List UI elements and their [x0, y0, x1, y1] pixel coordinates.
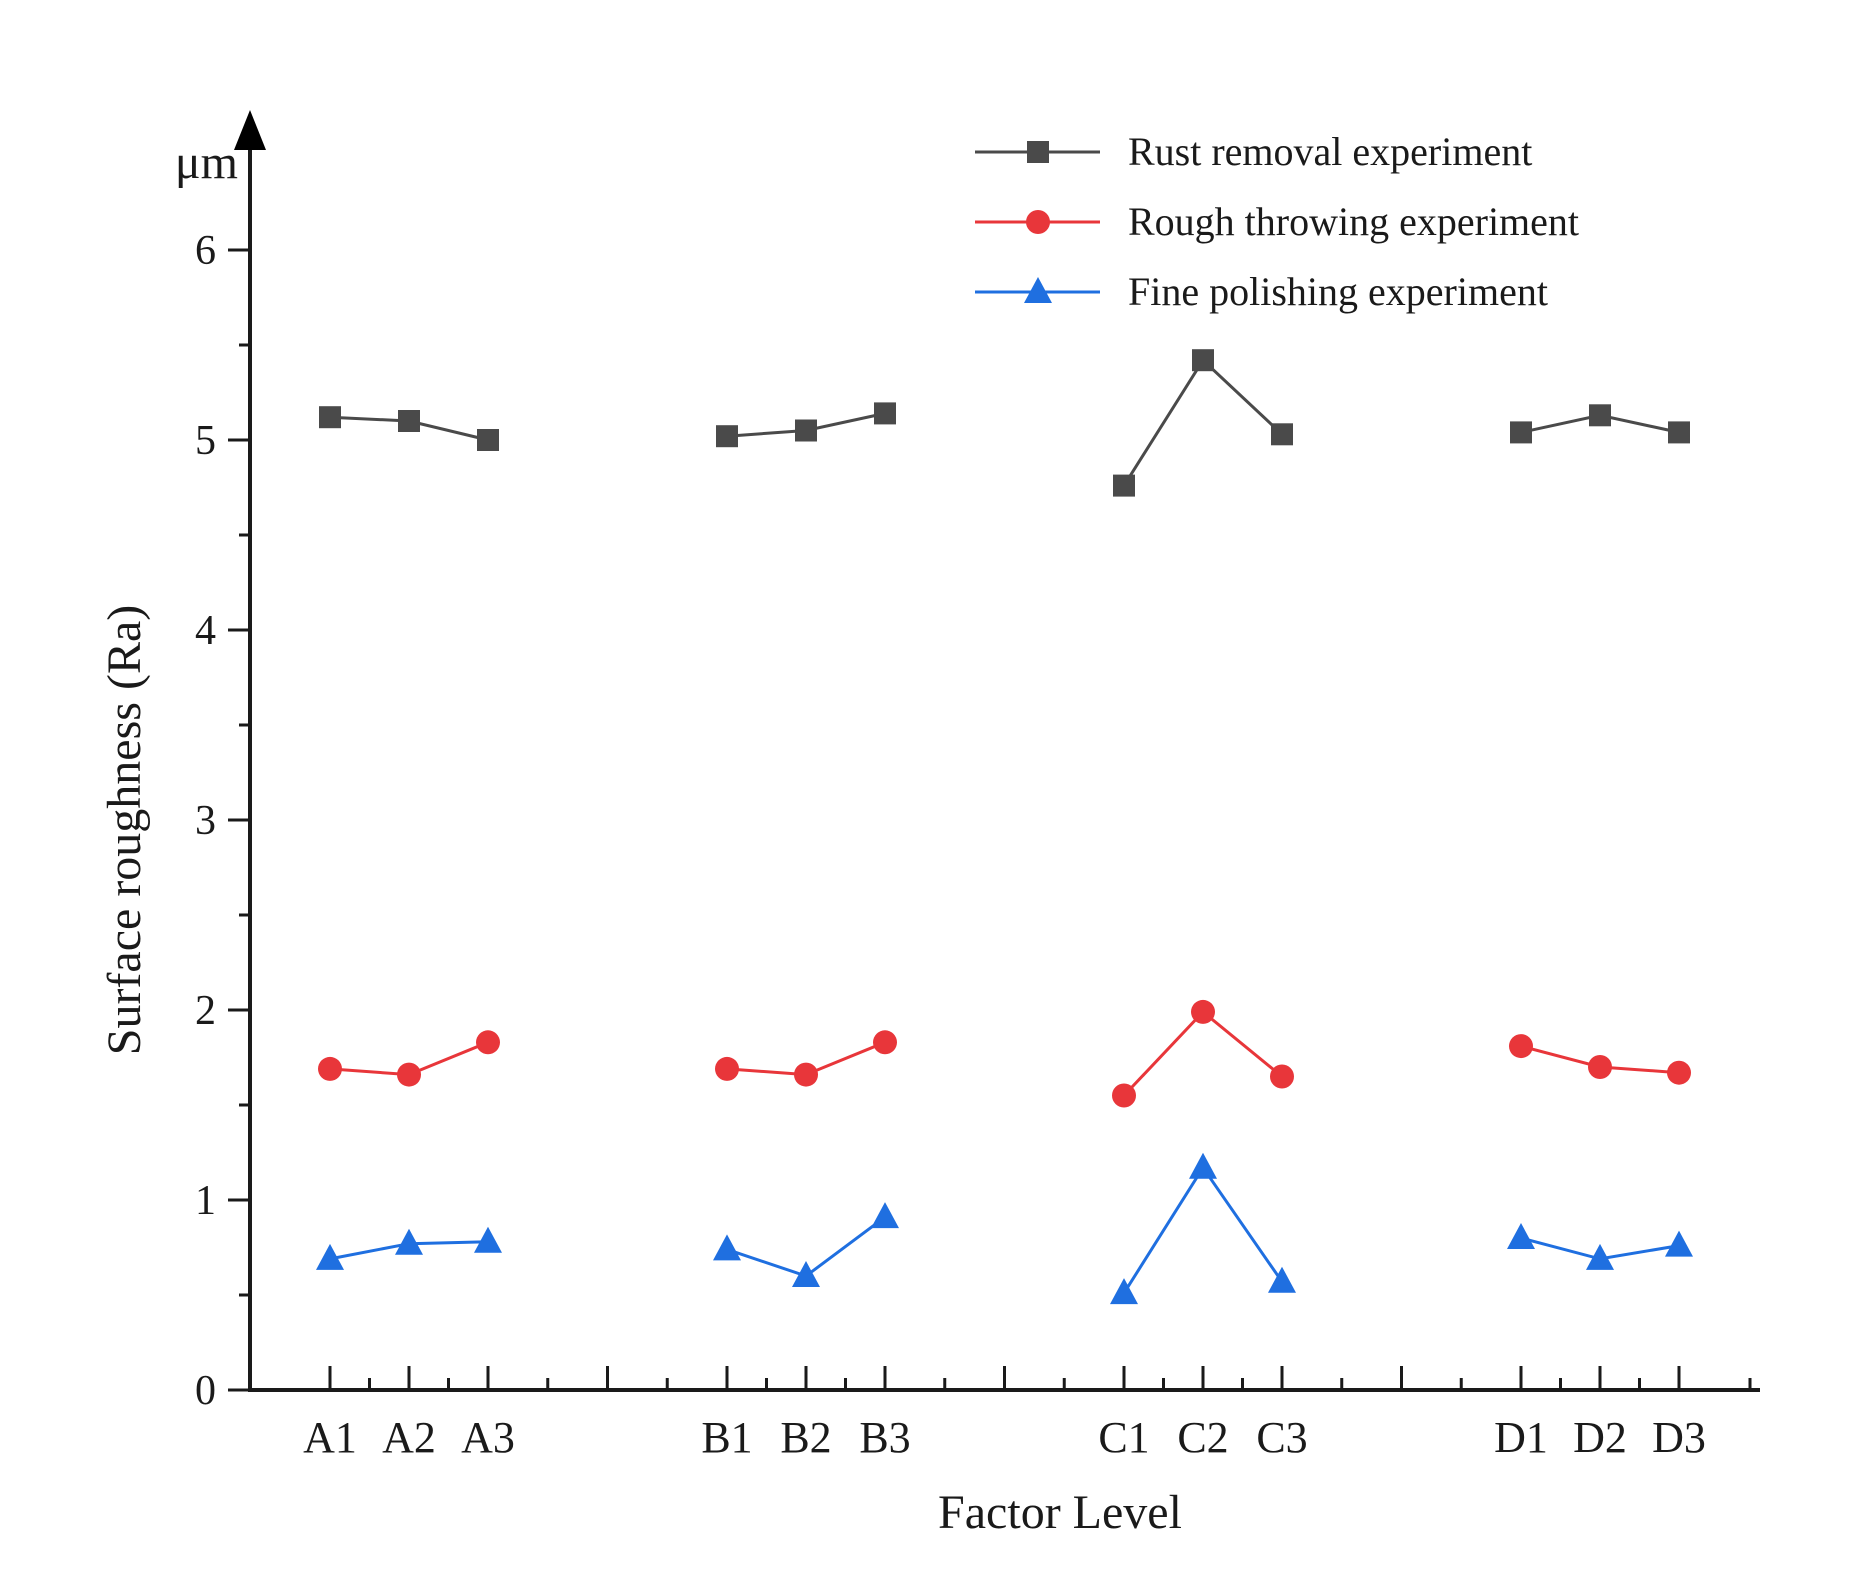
data-point [318, 1056, 342, 1081]
data-point [1271, 423, 1293, 446]
x-category-label: B1 [701, 1413, 752, 1462]
data-point [1589, 404, 1611, 427]
axes: 0 1 2 3 4 5 6 μm Surface roughness (Ra) A1 A2 A3 B1 B… [98, 110, 1760, 1539]
data-point [873, 1030, 897, 1055]
data-point [397, 1062, 421, 1087]
x-category-label: B3 [859, 1413, 910, 1462]
y-axis-title: Surface roughness (Ra) [98, 605, 151, 1056]
series-1 [318, 999, 1691, 1108]
data-point [1588, 1055, 1612, 1079]
data-point [1189, 1152, 1217, 1179]
y-tick-label: 3 [195, 798, 216, 844]
data-point [476, 1030, 500, 1055]
data-point [1113, 474, 1135, 497]
x-axis-title: Factor Level [938, 1486, 1182, 1539]
data-point [398, 410, 420, 432]
data-point [716, 425, 738, 448]
data-point [1586, 1243, 1614, 1270]
data-point [874, 402, 896, 425]
data-point [1667, 1060, 1691, 1085]
legend-marker [1026, 210, 1050, 234]
data-point [1665, 1230, 1693, 1257]
legend-marker [1024, 277, 1052, 303]
data-point [794, 1062, 818, 1087]
x-category-label: A2 [382, 1413, 436, 1462]
data-point [1268, 1266, 1296, 1293]
series-2 [316, 1152, 1693, 1305]
data-point [1112, 1083, 1136, 1108]
legend-label: Fine polishing experiment [1128, 269, 1548, 314]
data-point [395, 1228, 423, 1255]
data-point [1270, 1064, 1294, 1089]
data-point [474, 1226, 502, 1253]
data-point [871, 1202, 899, 1229]
x-category-label: D1 [1494, 1413, 1548, 1462]
y-tick-label: 1 [195, 1178, 216, 1224]
y-tick-label: 4 [195, 608, 216, 654]
legend-label: Rust removal experiment [1128, 129, 1532, 174]
legend: Rust removal experiment Rough throwing ex… [975, 129, 1579, 314]
data-point [715, 1056, 739, 1081]
legend-label: Rough throwing experiment [1128, 199, 1579, 244]
y-axis-arrow [234, 110, 266, 150]
data-point [1191, 999, 1215, 1024]
x-category-label: C1 [1098, 1413, 1149, 1462]
y-tick-label: 0 [195, 1368, 216, 1414]
data-point [792, 1261, 820, 1287]
y-tick-label: 6 [195, 228, 216, 274]
data-point [319, 406, 341, 429]
x-category-label: A1 [303, 1413, 357, 1462]
series-line [1122, 1009, 1283, 1097]
data-point [713, 1234, 741, 1261]
series-layer [316, 349, 1693, 1305]
data-point [316, 1243, 344, 1270]
y-tick-label: 5 [195, 418, 216, 464]
x-category-label: C3 [1256, 1413, 1307, 1462]
x-category-label: B2 [780, 1413, 831, 1462]
x-category-label: A3 [461, 1413, 515, 1462]
data-point [1509, 1034, 1533, 1059]
y-tick-label: 2 [195, 988, 216, 1034]
x-category-label: D2 [1573, 1413, 1627, 1462]
x-category-label: D3 [1652, 1413, 1706, 1462]
data-point [1110, 1278, 1138, 1305]
data-point [1668, 421, 1690, 444]
data-point [1192, 349, 1214, 372]
x-category-label: C2 [1177, 1413, 1228, 1462]
legend-marker [1027, 141, 1049, 163]
series-line [1122, 1164, 1284, 1294]
data-point [795, 419, 817, 442]
y-unit-label: μm [175, 136, 238, 189]
series-line [1122, 357, 1284, 487]
data-point [1510, 421, 1532, 444]
data-point [477, 429, 499, 451]
data-point [1507, 1223, 1535, 1249]
series-0 [319, 349, 1690, 497]
